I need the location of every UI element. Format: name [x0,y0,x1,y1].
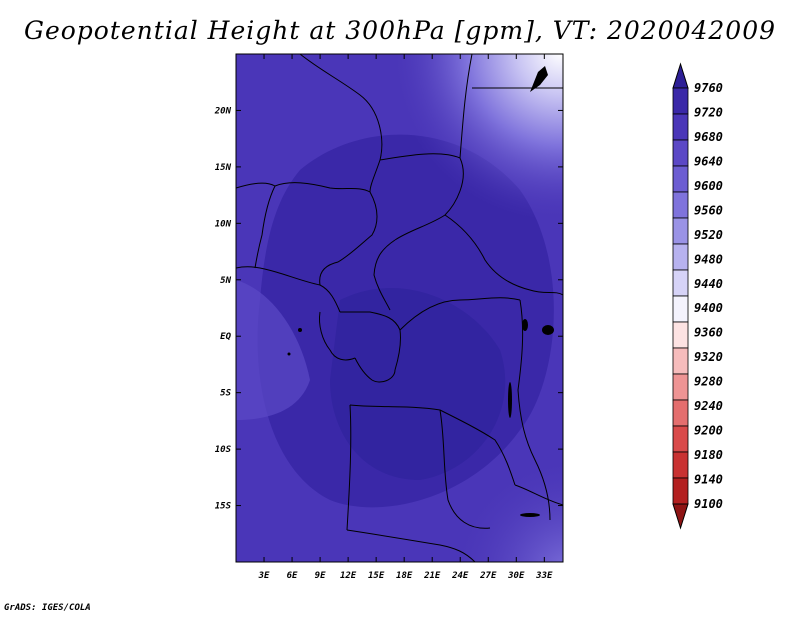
lon-tick-label: 30E [507,571,525,581]
colorbar-segment [672,451,689,479]
colorbar-segment [672,217,689,245]
lat-tick-label: EQ [220,332,231,342]
lat-tick-label: 5N [220,276,231,286]
colorbar-segment [672,139,689,167]
lon-tick-label: 21E [423,571,441,581]
colorbar-segment [672,321,689,349]
lon-axis: 3E 6E 9E 12E 15E 18E 21E 24E 27E 30E 33E [258,54,553,581]
chart-title: Geopotential Height at 300hPa [gpm], VT:… [23,16,777,45]
colorbar-label: 9760 [694,81,723,95]
colorbar-segment [672,425,689,453]
colorbar-segment [672,477,689,505]
colorbar-label: 9200 [694,424,723,438]
colorbar-label: 9100 [694,497,723,511]
colorbar-segment [672,347,689,375]
colorbar-segment [672,399,689,427]
colorbar-label: 9680 [694,130,723,144]
lon-tick-label: 24E [451,571,469,581]
lon-tick-label: 9E [315,571,326,581]
lat-tick-label: 15S [215,502,232,512]
colorbar-segment [672,191,689,219]
colorbar-label: 9640 [694,154,723,168]
colorbar-label: 9320 [694,350,723,364]
colorbar-segment [672,269,689,297]
lat-tick-label: 15N [215,163,232,173]
lat-axis: 20N 15N 10N 5N EQ 5S 10S 15S [214,106,563,512]
lat-tick-label: 10N [215,219,232,229]
colorbar-label: 9480 [694,252,723,266]
lon-tick-label: 15E [368,571,385,581]
lon-tick-label: 33E [535,571,553,581]
colorbar-label: 9140 [694,473,723,487]
colorbar-label: 9560 [694,203,723,217]
grads-credit: GrADS: IGES/COLA [4,603,91,613]
lon-tick-label: 3E [258,571,270,581]
lat-tick-label: 5S [220,389,231,399]
colorbar-label: 9720 [694,105,723,119]
colorbar-label: 9520 [694,228,723,242]
colorbar-label: 9440 [694,277,723,291]
colorbar-segment [672,87,689,115]
lakes-islands [287,66,554,517]
lon-tick-label: 6E [287,571,298,581]
lon-tick-label: 18E [396,571,413,581]
colorbar-top-arrow [672,62,689,89]
lon-tick-label: 27E [479,571,497,581]
colorbar-segment [672,165,689,193]
colorbar-label: 9240 [694,399,723,413]
colorbar-label: 9280 [694,375,723,389]
country-borders [236,54,563,562]
lat-tick-label: 10S [215,445,232,455]
map-shading [236,54,563,562]
colorbar: 9760 9720 9680 9640 9600 9560 9520 9480 9440 9400… [672,62,723,530]
colorbar-label: 9180 [694,448,723,462]
lon-tick-label: 12E [340,571,357,581]
colorbar-label: 9600 [694,179,723,193]
lat-tick-label: 20N [214,106,232,116]
colorbar-segment [672,113,689,141]
colorbar-bottom-arrow [672,503,689,530]
colorbar-segment [672,373,689,401]
colorbar-label: 9360 [694,326,723,340]
colorbar-segment [672,243,689,271]
colorbar-label: 9400 [694,301,723,315]
map-frame [235,53,564,563]
colorbar-segment [672,295,689,323]
